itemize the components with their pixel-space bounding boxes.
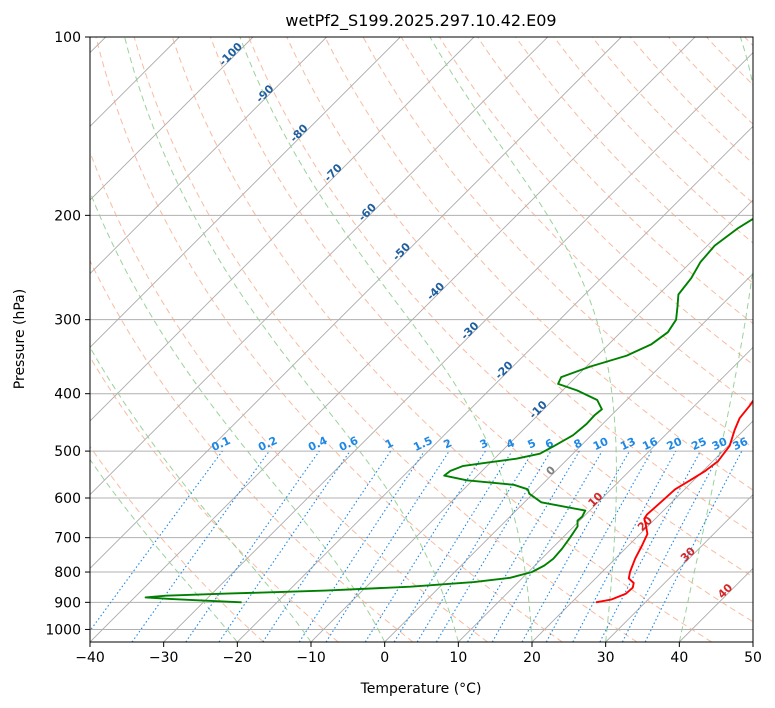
- y-tick-label: 500: [54, 444, 81, 460]
- isotherm-line: [90, 37, 696, 642]
- moist-adiabat-line: [124, 37, 459, 642]
- dry-adiabat-line: [324, 37, 753, 491]
- dry-adiabat-line: [90, 259, 414, 642]
- mixing-ratio-line: [364, 450, 486, 642]
- x-tick-label: −20: [223, 650, 253, 666]
- x-tick-label: −30: [149, 650, 179, 666]
- dry-adiabat-line: [90, 445, 264, 642]
- mixing-ratio-label: 36: [731, 435, 751, 453]
- axes: −40 −30 −20 −10 0 10 20 30 40 50 100 200 300 400 500 60…: [45, 30, 762, 666]
- moist-adiabat-line: [239, 37, 533, 642]
- mixing-ratio-label: 10: [591, 435, 611, 453]
- isotherm-line: [90, 37, 401, 348]
- mixing-ratio-label: 30: [710, 435, 730, 453]
- y-tick-label: 600: [54, 491, 81, 507]
- dry-adiabat-line: [210, 37, 753, 623]
- x-tick-label: 20: [523, 650, 541, 666]
- y-tick-label: 100: [54, 30, 81, 46]
- y-tick-label: 1000: [45, 622, 81, 638]
- isotherm-line: [237, 125, 753, 642]
- y-tick-label: 300: [54, 313, 81, 329]
- dry-adiabat-line: [629, 37, 753, 165]
- chart-title: wetPf2_S199.2025.297.10.42.E09: [285, 11, 556, 31]
- mixing-ratio-line: [545, 450, 653, 642]
- moist-adiabat-line: [90, 190, 386, 642]
- dry-adiabat-line: [248, 37, 753, 578]
- y-tick-label: 800: [54, 565, 81, 581]
- mixing-ratio-line: [218, 450, 351, 642]
- dry-adiabat-line: [362, 37, 753, 449]
- y-axis-title: Pressure (hPa): [12, 289, 28, 389]
- moist-adiabat-line: [90, 346, 312, 642]
- dry-adiabat-line: [95, 37, 563, 642]
- moist-adiabat-line: [678, 37, 753, 642]
- mixing-ratio-label: 16: [640, 435, 660, 453]
- x-tick-label: 50: [744, 650, 762, 666]
- x-tick-label: 0: [380, 650, 389, 666]
- y-tick-label: 900: [54, 595, 81, 611]
- isotherm-line: [90, 37, 622, 569]
- mixing-ratio-label: 13: [618, 435, 637, 453]
- plot-area: -100-90-80-70-60-50-40-30-20-10010203040…: [90, 37, 753, 642]
- mixing-ratio-line: [572, 450, 677, 642]
- mixing-ratio-line: [416, 450, 534, 642]
- mixing-ratio-line: [90, 450, 223, 632]
- x-axis-title: Temperature (°C): [360, 681, 482, 697]
- mixing-ratio-line: [521, 450, 630, 642]
- x-tick-label: −10: [296, 650, 326, 666]
- y-tick-label: 400: [54, 387, 81, 403]
- mixing-ratio-line: [435, 450, 552, 642]
- isotherm-line: [384, 273, 753, 642]
- isotherm-line: [605, 494, 753, 642]
- dewpoint-profile-line: [144, 217, 753, 604]
- dry-adiabat-line: [515, 37, 753, 284]
- dry-adiabat-line: [400, 37, 753, 407]
- isotherm-line: [531, 420, 753, 642]
- dry-adiabat-line: [477, 37, 753, 325]
- dry-adiabat-line: [171, 37, 712, 642]
- mixing-ratio-label: 20: [665, 435, 685, 453]
- x-tick-label: 30: [597, 650, 615, 666]
- isotherm-line: [752, 641, 753, 642]
- isotherm-line: [90, 37, 548, 496]
- dry-adiabat-line: [133, 37, 638, 642]
- y-tick-label: 200: [54, 208, 81, 224]
- dry-adiabat-line: [591, 37, 753, 204]
- isotherm-line: [163, 52, 753, 642]
- plot-frame: [89, 36, 754, 643]
- plot-background: [90, 37, 753, 642]
- isotherm-line: [90, 37, 254, 201]
- mixing-ratio-label: 25: [689, 435, 708, 453]
- mixing-ratio-line: [491, 450, 603, 642]
- isotherm-line: [90, 37, 475, 422]
- temperature-profile-line: [595, 399, 753, 604]
- x-tick-label: 40: [670, 650, 688, 666]
- x-tick-label: −40: [75, 650, 105, 666]
- mixing-ratio-line: [131, 450, 270, 642]
- mixing-ratio-line: [467, 450, 580, 642]
- y-tick-label: 700: [54, 531, 81, 547]
- mixing-ratio-line: [325, 450, 450, 642]
- mixing-ratio-line: [185, 450, 320, 642]
- mixing-ratio-line: [393, 450, 513, 642]
- isotherm-line: [458, 346, 753, 642]
- x-tick-label: 10: [449, 650, 467, 666]
- isotherm-line: [90, 37, 327, 275]
